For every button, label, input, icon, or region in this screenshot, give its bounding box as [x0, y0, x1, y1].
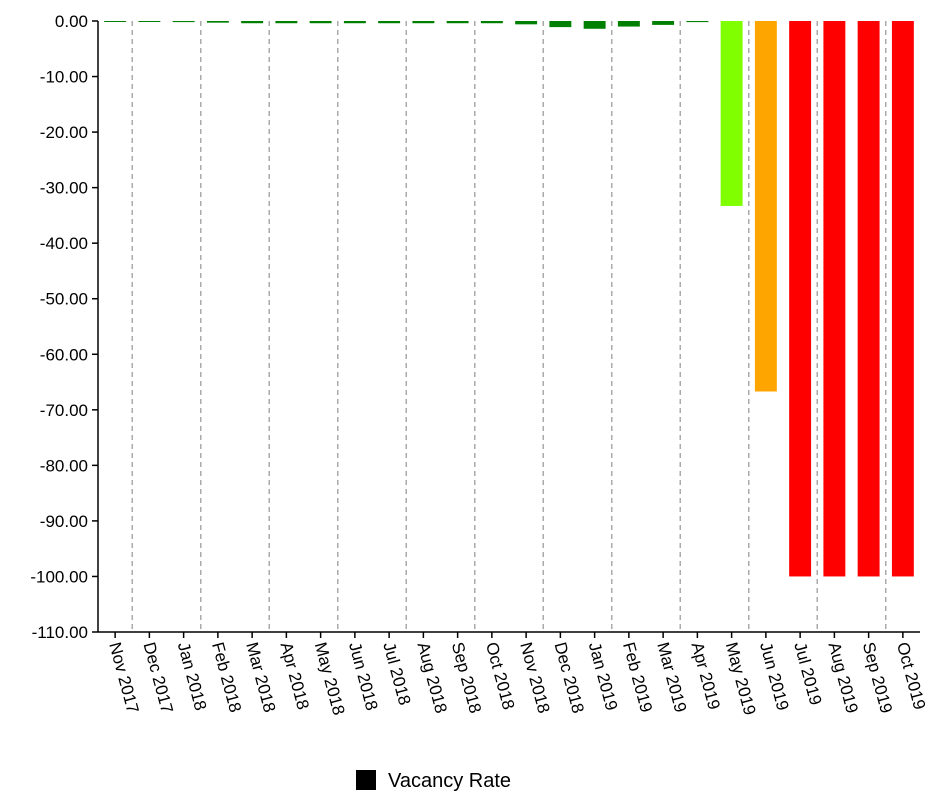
- legend-label: Vacancy Rate: [388, 770, 511, 792]
- x-tick-label: Dec 2017: [140, 640, 177, 715]
- y-tick-label: 0.00: [55, 12, 88, 31]
- bar: [172, 21, 195, 23]
- bar: [138, 21, 161, 22]
- bar: [857, 21, 880, 577]
- bar: [515, 21, 538, 25]
- y-tick-label: -60.00: [40, 345, 88, 364]
- x-tick-label: Mar 2019: [653, 640, 690, 714]
- x-tick-label: Jul 2018: [379, 640, 414, 707]
- y-tick-label: -20.00: [40, 123, 88, 142]
- bar: [378, 21, 401, 24]
- bar: [241, 21, 264, 24]
- x-tick-label: Apr 2019: [688, 640, 724, 712]
- x-tick-label: Jan 2019: [585, 640, 621, 712]
- x-tick-label: Aug 2019: [825, 640, 862, 715]
- bar: [275, 21, 298, 24]
- y-tick-label: -80.00: [40, 456, 88, 475]
- bar: [789, 21, 812, 577]
- bar: [309, 21, 332, 24]
- x-tick-label: Sep 2019: [859, 640, 896, 715]
- y-tick-label: -100.00: [30, 567, 88, 586]
- x-tick-label: Feb 2018: [208, 640, 245, 714]
- bar: [652, 21, 675, 25]
- x-tick-label: Nov 2017: [105, 640, 142, 715]
- bar: [583, 21, 606, 29]
- bar: [480, 21, 503, 24]
- bar: [206, 21, 229, 23]
- x-tick-label: Feb 2019: [619, 640, 656, 714]
- x-tick-label: Nov 2018: [516, 640, 553, 715]
- bar: [720, 21, 743, 206]
- bar: [754, 21, 777, 392]
- bar: [686, 21, 709, 23]
- x-tick-label: Dec 2018: [551, 640, 588, 715]
- bar: [446, 21, 469, 24]
- bar: [891, 21, 914, 577]
- x-tick-label: Jan 2018: [174, 640, 210, 712]
- x-tick-label: Jun 2018: [345, 640, 381, 712]
- y-tick-label: -10.00: [40, 68, 88, 87]
- x-tick-label: Oct 2018: [482, 640, 518, 712]
- x-tick-label: May 2018: [311, 640, 349, 717]
- bar: [617, 21, 640, 27]
- x-tick-label: Oct 2019: [893, 640, 928, 712]
- bar: [343, 21, 366, 24]
- x-tick-label: Aug 2018: [414, 640, 451, 715]
- y-tick-label: -70.00: [40, 401, 88, 420]
- x-tick-label: Sep 2018: [448, 640, 485, 715]
- x-tick-label: Jun 2019: [756, 640, 792, 712]
- y-tick-label: -50.00: [40, 290, 88, 309]
- y-tick-label: -110.00: [32, 623, 88, 642]
- y-tick-label: -40.00: [40, 234, 88, 253]
- x-tick-label: Apr 2018: [277, 640, 313, 712]
- legend-swatch: [356, 770, 376, 790]
- y-tick-label: -90.00: [40, 512, 88, 531]
- bar: [412, 21, 435, 24]
- y-tick-label: -30.00: [40, 179, 88, 198]
- bar: [549, 21, 572, 28]
- x-tick-label: Jul 2019: [790, 640, 825, 707]
- x-tick-label: Mar 2018: [242, 640, 279, 714]
- bar: [104, 21, 127, 22]
- x-tick-label: May 2019: [722, 640, 760, 717]
- bar: [823, 21, 846, 577]
